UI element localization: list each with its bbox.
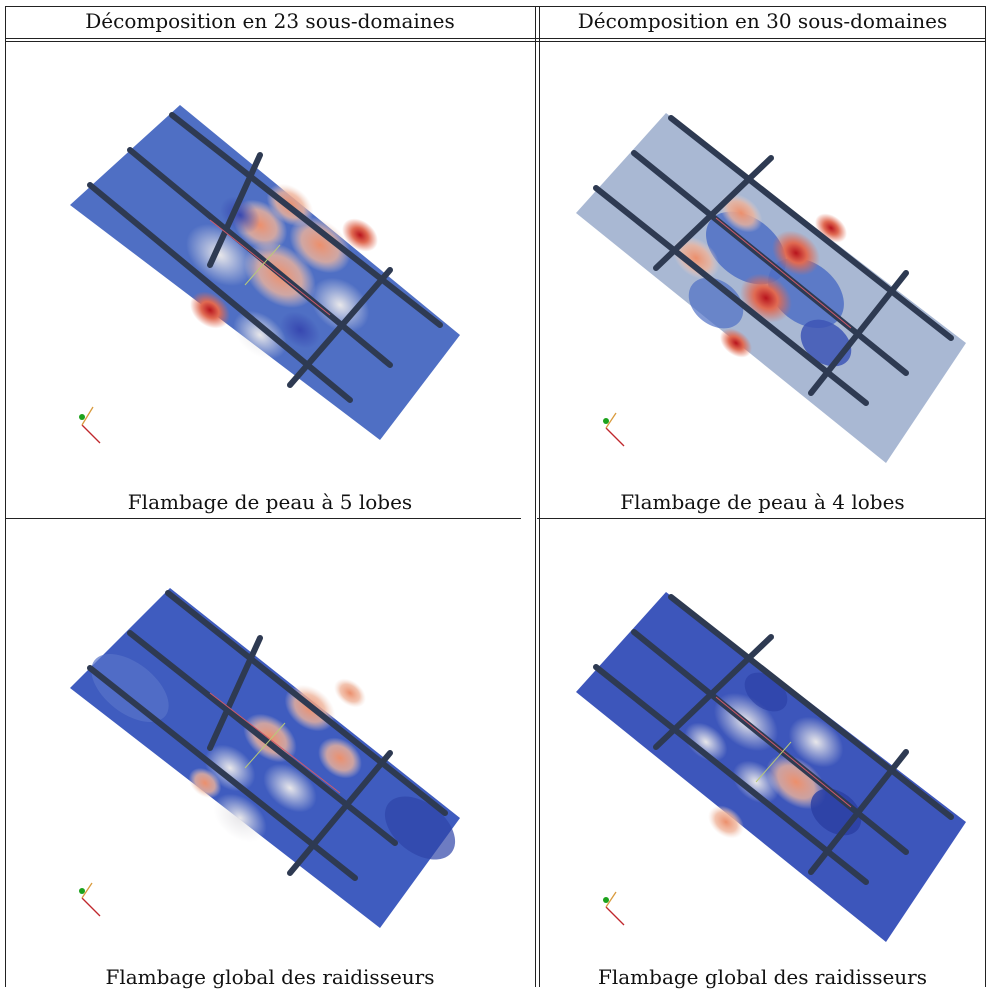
stiffeners xyxy=(87,590,448,881)
table-rule-header-2 xyxy=(5,41,986,42)
stiffeners xyxy=(87,112,443,403)
table-rule-middle xyxy=(5,518,521,519)
stiffeners xyxy=(593,115,954,406)
table-rule-right xyxy=(985,6,986,987)
axis-triad-icon xyxy=(603,412,625,447)
caption-23-skin-buckling: Flambage de peau à 5 lobes xyxy=(127,490,413,514)
plot-23-global-buckling xyxy=(60,578,470,938)
caption-30-skin-buckling: Flambage de peau à 4 lobes xyxy=(620,490,905,514)
caption-30-global-buckling: Flambage global des raidisseurs xyxy=(597,965,927,989)
caption-23-global-buckling: Flambage global des raidisseurs xyxy=(105,965,435,989)
plot-30-global-buckling xyxy=(566,582,976,952)
table-rule-left xyxy=(5,6,6,987)
figure-table: Décomposition en 23 sous-domaines Décomp… xyxy=(5,6,986,989)
plot-23-skin-buckling xyxy=(60,95,470,450)
lobe-pattern xyxy=(91,654,456,860)
table-rule-center-2 xyxy=(539,6,540,987)
axis-triad-icon xyxy=(79,406,101,444)
table-rule-top xyxy=(5,6,986,7)
table-rule-middle-right xyxy=(537,518,986,519)
lobe-pattern xyxy=(672,193,852,367)
stiffeners xyxy=(593,594,954,885)
axis-triad-icon xyxy=(79,882,101,917)
column-header-30: Décomposition en 30 sous-domaines xyxy=(577,9,948,33)
table-rule-header xyxy=(5,38,986,39)
column-header-23: Décomposition en 23 sous-domaines xyxy=(85,9,455,33)
plot-30-skin-buckling xyxy=(566,103,976,473)
axis-triad-icon xyxy=(603,891,625,926)
table-rule-center-1 xyxy=(535,6,536,987)
